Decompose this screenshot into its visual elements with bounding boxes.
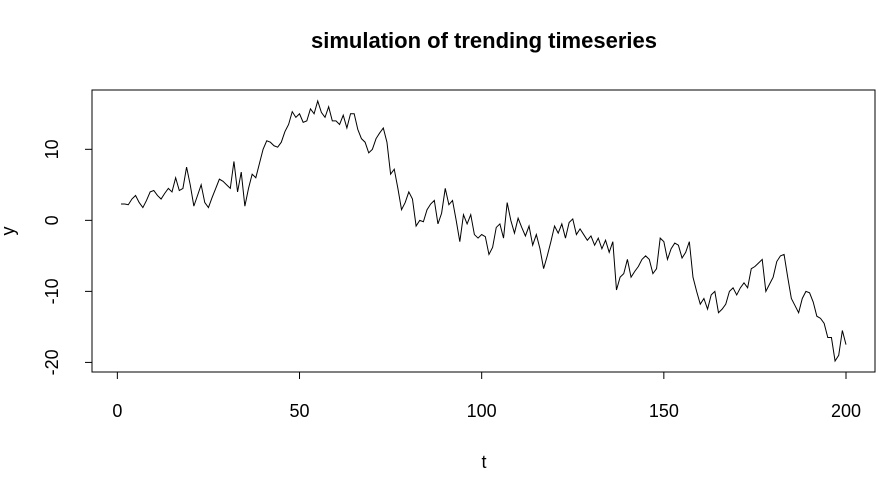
x-tick-label: 50 — [290, 401, 310, 421]
x-axis-label: t — [481, 452, 486, 472]
y-tick-label: 0 — [42, 215, 62, 225]
x-tick-label: 150 — [649, 401, 679, 421]
data-line — [121, 99, 847, 363]
x-tick-label: 0 — [112, 401, 122, 421]
x-tick-label: 100 — [467, 401, 497, 421]
y-tick-label: 10 — [42, 139, 62, 159]
x-tick-label: 200 — [831, 401, 861, 421]
y-axis-label: y — [0, 227, 18, 236]
y-tick-label: -20 — [42, 349, 62, 375]
chart-title: simulation of trending timeseries — [311, 28, 657, 53]
y-tick-label: -10 — [42, 278, 62, 304]
